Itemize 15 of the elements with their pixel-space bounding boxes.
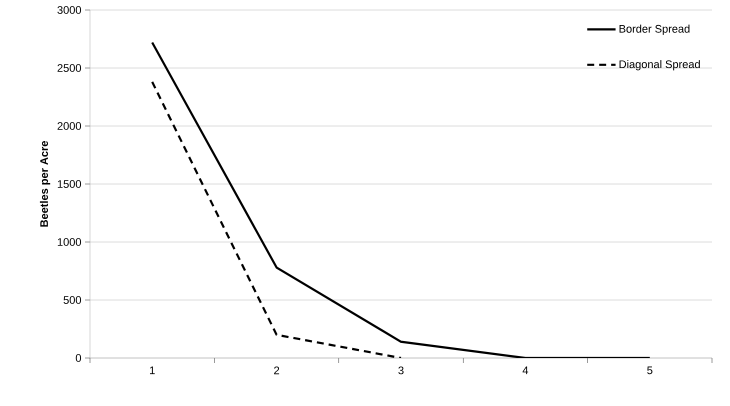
y-tick-label: 2000 <box>58 122 82 130</box>
y-tick-label: 1000 <box>58 238 82 246</box>
y-tick-label: 3000 <box>57 6 82 14</box>
legend-label: Border Spread <box>620 24 690 35</box>
y-axis-title: Beetles per Acre <box>40 140 50 227</box>
x-tick-label: 4 <box>522 366 528 374</box>
y-tick-label: 500 <box>64 296 82 304</box>
x-tick-label: 2 <box>274 366 280 374</box>
y-tick-label: 0 <box>76 354 82 362</box>
x-tick-label: 1 <box>150 366 155 374</box>
y-tick-label: 1500 <box>58 180 82 188</box>
x-tick-label: 5 <box>647 366 652 374</box>
legend-label: Diagonal Spread <box>620 60 700 70</box>
y-tick-label: 2500 <box>58 64 82 72</box>
x-tick-label: 3 <box>398 366 404 374</box>
